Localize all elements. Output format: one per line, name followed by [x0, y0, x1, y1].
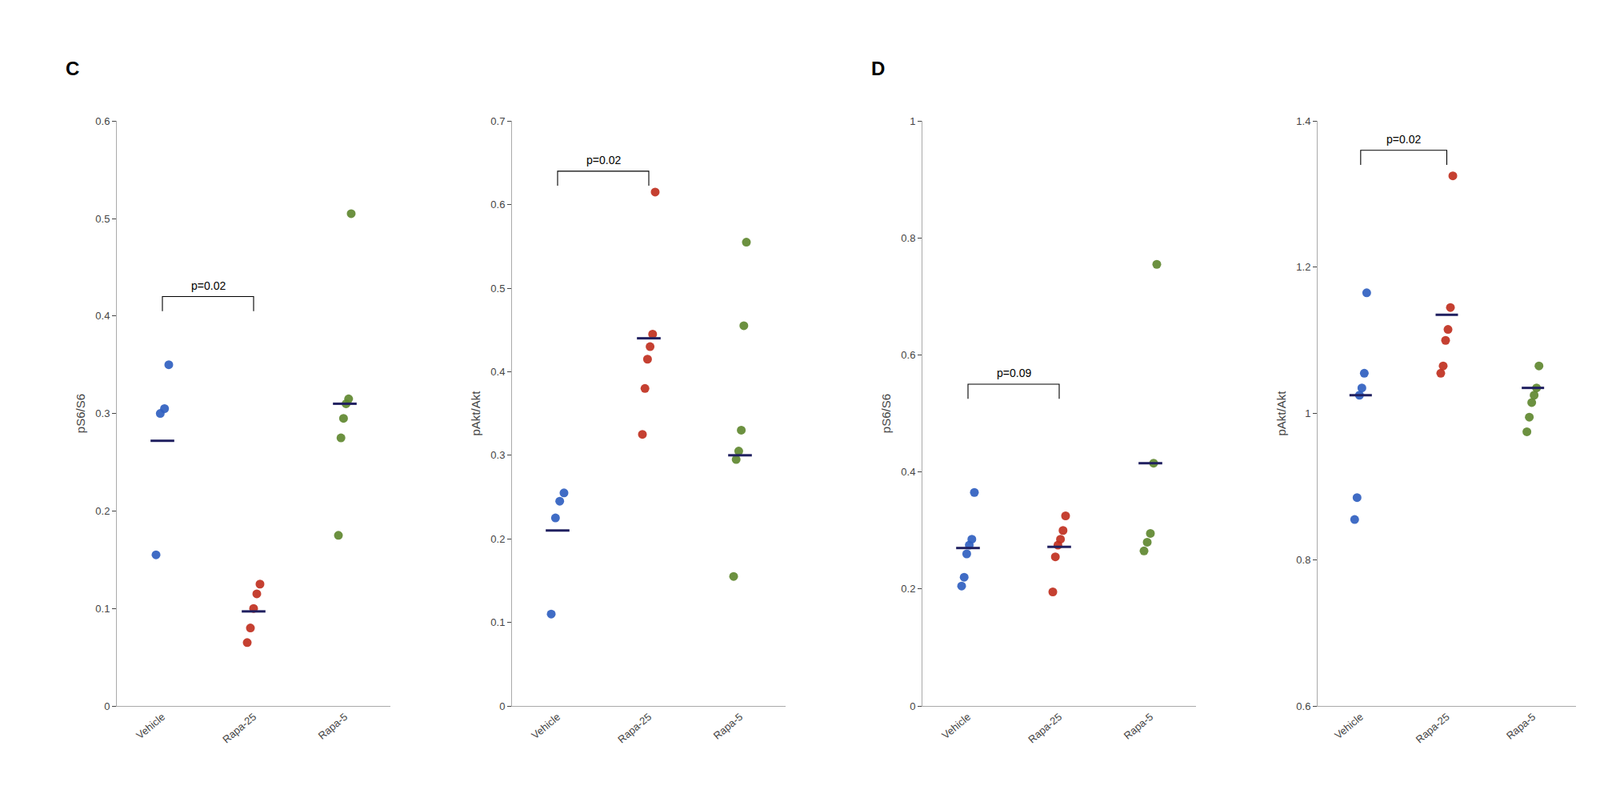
svg-text:pS6/S6: pS6/S6	[73, 393, 88, 433]
svg-text:1.2: 1.2	[1296, 260, 1311, 273]
svg-text:C: C	[65, 57, 80, 80]
svg-text:0.2: 0.2	[95, 504, 110, 517]
svg-text:Rapa-25: Rapa-25	[1025, 710, 1064, 746]
svg-text:Rapa-25: Rapa-25	[220, 710, 259, 746]
svg-text:0.2: 0.2	[900, 582, 916, 595]
svg-text:Rapa-25: Rapa-25	[1413, 710, 1452, 746]
svg-text:p=0.02: p=0.02	[586, 153, 621, 167]
svg-text:pAkt/Akt: pAkt/Akt	[468, 390, 483, 436]
svg-text:0: 0	[499, 700, 505, 712]
svg-text:pAkt/Akt: pAkt/Akt	[1274, 390, 1288, 436]
svg-text:0.3: 0.3	[490, 448, 505, 461]
svg-text:Vehicle: Vehicle	[528, 710, 563, 741]
svg-text:0: 0	[104, 700, 110, 712]
svg-text:0.3: 0.3	[95, 407, 110, 420]
svg-text:0.6: 0.6	[95, 115, 110, 128]
svg-text:Rapa-5: Rapa-5	[711, 710, 745, 742]
svg-text:p=0.09: p=0.09	[996, 366, 1032, 380]
svg-text:pS6/S6: pS6/S6	[879, 393, 893, 433]
svg-text:0.4: 0.4	[95, 309, 110, 322]
svg-text:0.6: 0.6	[900, 348, 916, 361]
svg-text:0.1: 0.1	[95, 602, 110, 615]
svg-text:Vehicle: Vehicle	[133, 710, 168, 741]
svg-text:0.4: 0.4	[900, 465, 916, 478]
svg-text:Rapa-5: Rapa-5	[1121, 710, 1156, 742]
svg-text:1.4: 1.4	[1296, 115, 1311, 128]
svg-text:0.8: 0.8	[1296, 553, 1311, 566]
svg-text:0.6: 0.6	[1296, 700, 1311, 712]
svg-text:0: 0	[909, 700, 916, 712]
svg-text:1: 1	[909, 115, 916, 128]
svg-text:0.5: 0.5	[490, 282, 505, 295]
svg-text:Rapa-5: Rapa-5	[1504, 710, 1538, 742]
svg-text:D: D	[871, 57, 885, 80]
svg-text:p=0.02: p=0.02	[1386, 132, 1421, 146]
svg-text:Vehicle: Vehicle	[1332, 710, 1366, 741]
svg-text:1: 1	[1304, 407, 1311, 420]
svg-text:0.2: 0.2	[490, 532, 505, 545]
svg-text:Rapa-5: Rapa-5	[316, 710, 350, 742]
svg-text:p=0.02: p=0.02	[191, 279, 226, 292]
svg-text:Rapa-25: Rapa-25	[615, 710, 654, 746]
svg-text:0.7: 0.7	[490, 115, 505, 128]
svg-text:0.5: 0.5	[95, 212, 110, 225]
svg-text:0.4: 0.4	[490, 365, 505, 378]
svg-text:0.8: 0.8	[900, 232, 916, 244]
svg-text:0.6: 0.6	[490, 198, 505, 211]
svg-text:Vehicle: Vehicle	[939, 710, 973, 741]
svg-text:0.1: 0.1	[490, 616, 505, 628]
